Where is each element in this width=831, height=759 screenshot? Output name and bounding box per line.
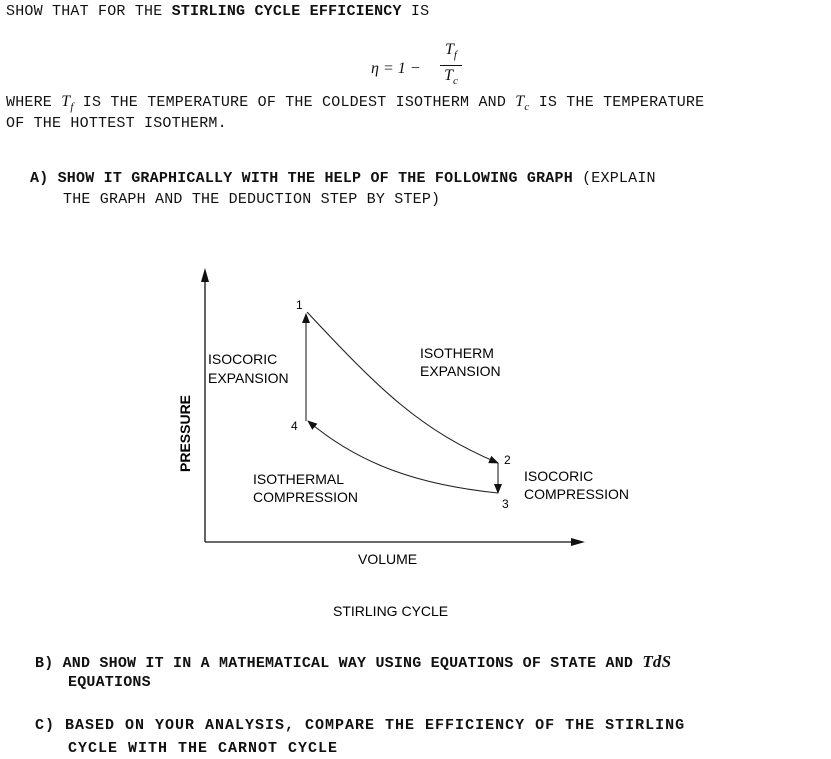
intro-suffix: IS	[410, 3, 430, 20]
part-c-line-2: CYCLE WITH THE CARNOT CYCLE	[68, 740, 339, 757]
symbol-tf: Tf	[61, 93, 74, 114]
point-label-2: 2	[504, 453, 511, 467]
part-c-line-1: C) BASED ON YOUR ANALYSIS, COMPARE THE E…	[35, 717, 686, 734]
point-label-3: 3	[502, 497, 509, 511]
intro-bold-title: STIRLING CYCLE EFFICIENCY	[171, 3, 402, 20]
curve-isothermal-compression	[307, 420, 499, 494]
point-label-1: 1	[296, 298, 303, 312]
label-isotherm-expansion-2: EXPANSION	[420, 363, 501, 379]
y-axis-arrow-icon	[201, 268, 209, 282]
point-label-4: 4	[291, 419, 298, 433]
formula-fraction: Tf Tc	[438, 40, 464, 91]
part-b-line-1: B) AND SHOW IT IN A MATHEMATICAL WAY USI…	[35, 652, 672, 672]
formula-numerator: Tf	[445, 41, 457, 62]
label-isothermal-compression-1: ISOTHERMAL	[253, 471, 344, 487]
label-isocoric-expansion-2: EXPANSION	[208, 370, 289, 386]
part-b-line-2: EQUATIONS	[68, 674, 151, 691]
part-a-line-2: THE GRAPH AND THE DEDUCTION STEP BY STEP…	[63, 191, 441, 208]
label-isocoric-expansion-1: ISOCORIC	[208, 351, 277, 367]
x-axis-label: VOLUME	[358, 551, 417, 567]
intro-line: SHOW THAT FOR THE STIRLING CYCLE EFFICIE…	[6, 2, 429, 22]
part-a-line-1: A) SHOW IT GRAPHICALLY WITH THE HELP OF …	[30, 170, 656, 187]
where-line-2: OF THE HOTTEST ISOTHERM.	[6, 115, 227, 132]
symbol-tc: Tc	[515, 93, 530, 114]
fraction-bar	[440, 65, 462, 67]
formula-denominator: Tc	[444, 67, 458, 88]
y-axis-label: PRESSURE	[177, 395, 193, 472]
label-isocoric-compression-1: ISOCORIC	[524, 468, 593, 484]
label-isocoric-compression-2: COMPRESSION	[524, 486, 629, 502]
curve-isotherm-expansion	[306, 311, 499, 464]
tds-symbol: TdS	[642, 652, 672, 671]
where-line-1: WHERE Tf IS THE TEMPERATURE OF THE COLDE…	[6, 93, 705, 114]
formula-lhs: η = 1 −	[371, 60, 421, 77]
label-isothermal-compression-2: COMPRESSION	[253, 489, 358, 505]
intro-prefix: SHOW THAT FOR THE	[6, 3, 163, 20]
label-isotherm-expansion-1: ISOTHERM	[420, 345, 494, 361]
x-axis-arrow-icon	[571, 538, 585, 546]
diagram-caption: STIRLING CYCLE	[333, 603, 448, 619]
part-a-bold: SHOW IT GRAPHICALLY WITH THE HELP OF THE…	[57, 170, 573, 187]
